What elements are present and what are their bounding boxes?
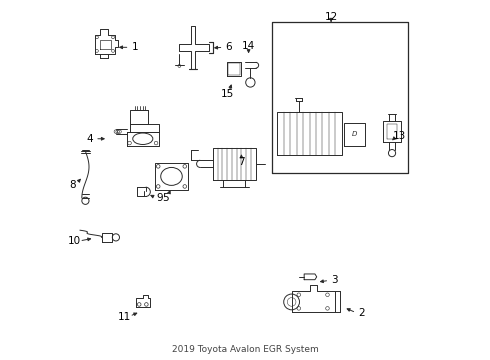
Text: 12: 12: [324, 12, 338, 22]
Text: 1: 1: [132, 42, 138, 52]
Text: 7: 7: [238, 157, 245, 167]
Text: D: D: [352, 131, 357, 138]
Text: 14: 14: [242, 41, 255, 50]
Text: 4: 4: [86, 134, 93, 144]
Text: 5: 5: [163, 193, 169, 203]
Text: 11: 11: [118, 312, 131, 322]
Text: 3: 3: [331, 275, 338, 285]
Text: 8: 8: [70, 180, 76, 190]
Text: 15: 15: [220, 89, 234, 99]
Text: 9: 9: [156, 193, 163, 203]
Text: 6: 6: [225, 42, 232, 52]
Text: 10: 10: [68, 236, 80, 246]
Text: 13: 13: [393, 131, 406, 141]
Text: 2019 Toyota Avalon EGR System: 2019 Toyota Avalon EGR System: [172, 345, 318, 354]
Text: 2: 2: [358, 309, 365, 318]
